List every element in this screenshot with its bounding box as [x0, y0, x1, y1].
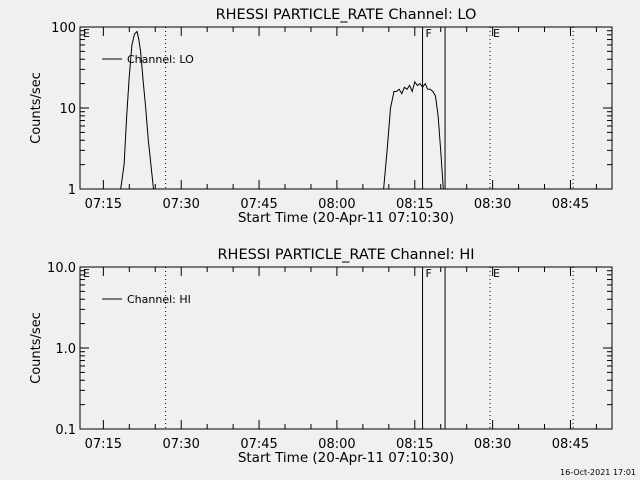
time-marker-label: F [426, 27, 432, 40]
data-series-line [383, 80, 446, 190]
x-tick-label: 08:30 [474, 197, 511, 212]
x-tick-label: 07:45 [240, 437, 277, 452]
y-axis-label: Counts/sec [29, 72, 44, 144]
time-marker-label: E [493, 267, 500, 280]
chart-title: RHESSI PARTICLE_RATE Channel: HI [217, 247, 474, 263]
y-tick-label: 10.0 [47, 261, 76, 276]
legend-entry: Channel: HI [127, 293, 191, 306]
time-marker-label: E [83, 27, 90, 40]
x-tick-label: 07:45 [240, 197, 277, 212]
time-marker-label: F [426, 267, 432, 280]
x-tick-label: 08:00 [318, 197, 355, 212]
x-tick-label: 08:15 [396, 437, 433, 452]
time-marker-label: E [493, 27, 500, 40]
data-series-line [120, 30, 159, 190]
y-tick-label: 10 [59, 102, 76, 117]
x-tick-label: 07:30 [162, 197, 199, 212]
x-tick-label: 08:45 [552, 197, 589, 212]
x-axis-label: Start Time (20-Apr-11 07:10:30) [238, 210, 454, 226]
plot-frame [79, 26, 613, 190]
y-tick-label: 1 [68, 183, 76, 198]
footer-timestamp: 16-Oct-2021 17:01 [560, 468, 636, 477]
y-axis-label: Counts/sec [29, 312, 44, 384]
x-tick-label: 07:30 [162, 437, 199, 452]
plot-frame [79, 266, 613, 430]
x-tick-label: 08:15 [396, 197, 433, 212]
time-marker-label: E [83, 267, 90, 280]
x-tick-label: 08:00 [318, 437, 355, 452]
x-tick-label: 07:15 [85, 197, 122, 212]
x-tick-label: 08:45 [552, 437, 589, 452]
y-tick-label: 0.1 [55, 423, 76, 438]
y-tick-label: 1.0 [55, 342, 76, 357]
chart-title: RHESSI PARTICLE_RATE Channel: LO [216, 7, 477, 23]
x-tick-label: 07:15 [85, 437, 122, 452]
x-axis-label: Start Time (20-Apr-11 07:10:30) [238, 450, 454, 466]
x-tick-label: 08:30 [474, 437, 511, 452]
y-tick-label: 100 [51, 21, 76, 36]
legend-entry: Channel: LO [127, 53, 194, 66]
